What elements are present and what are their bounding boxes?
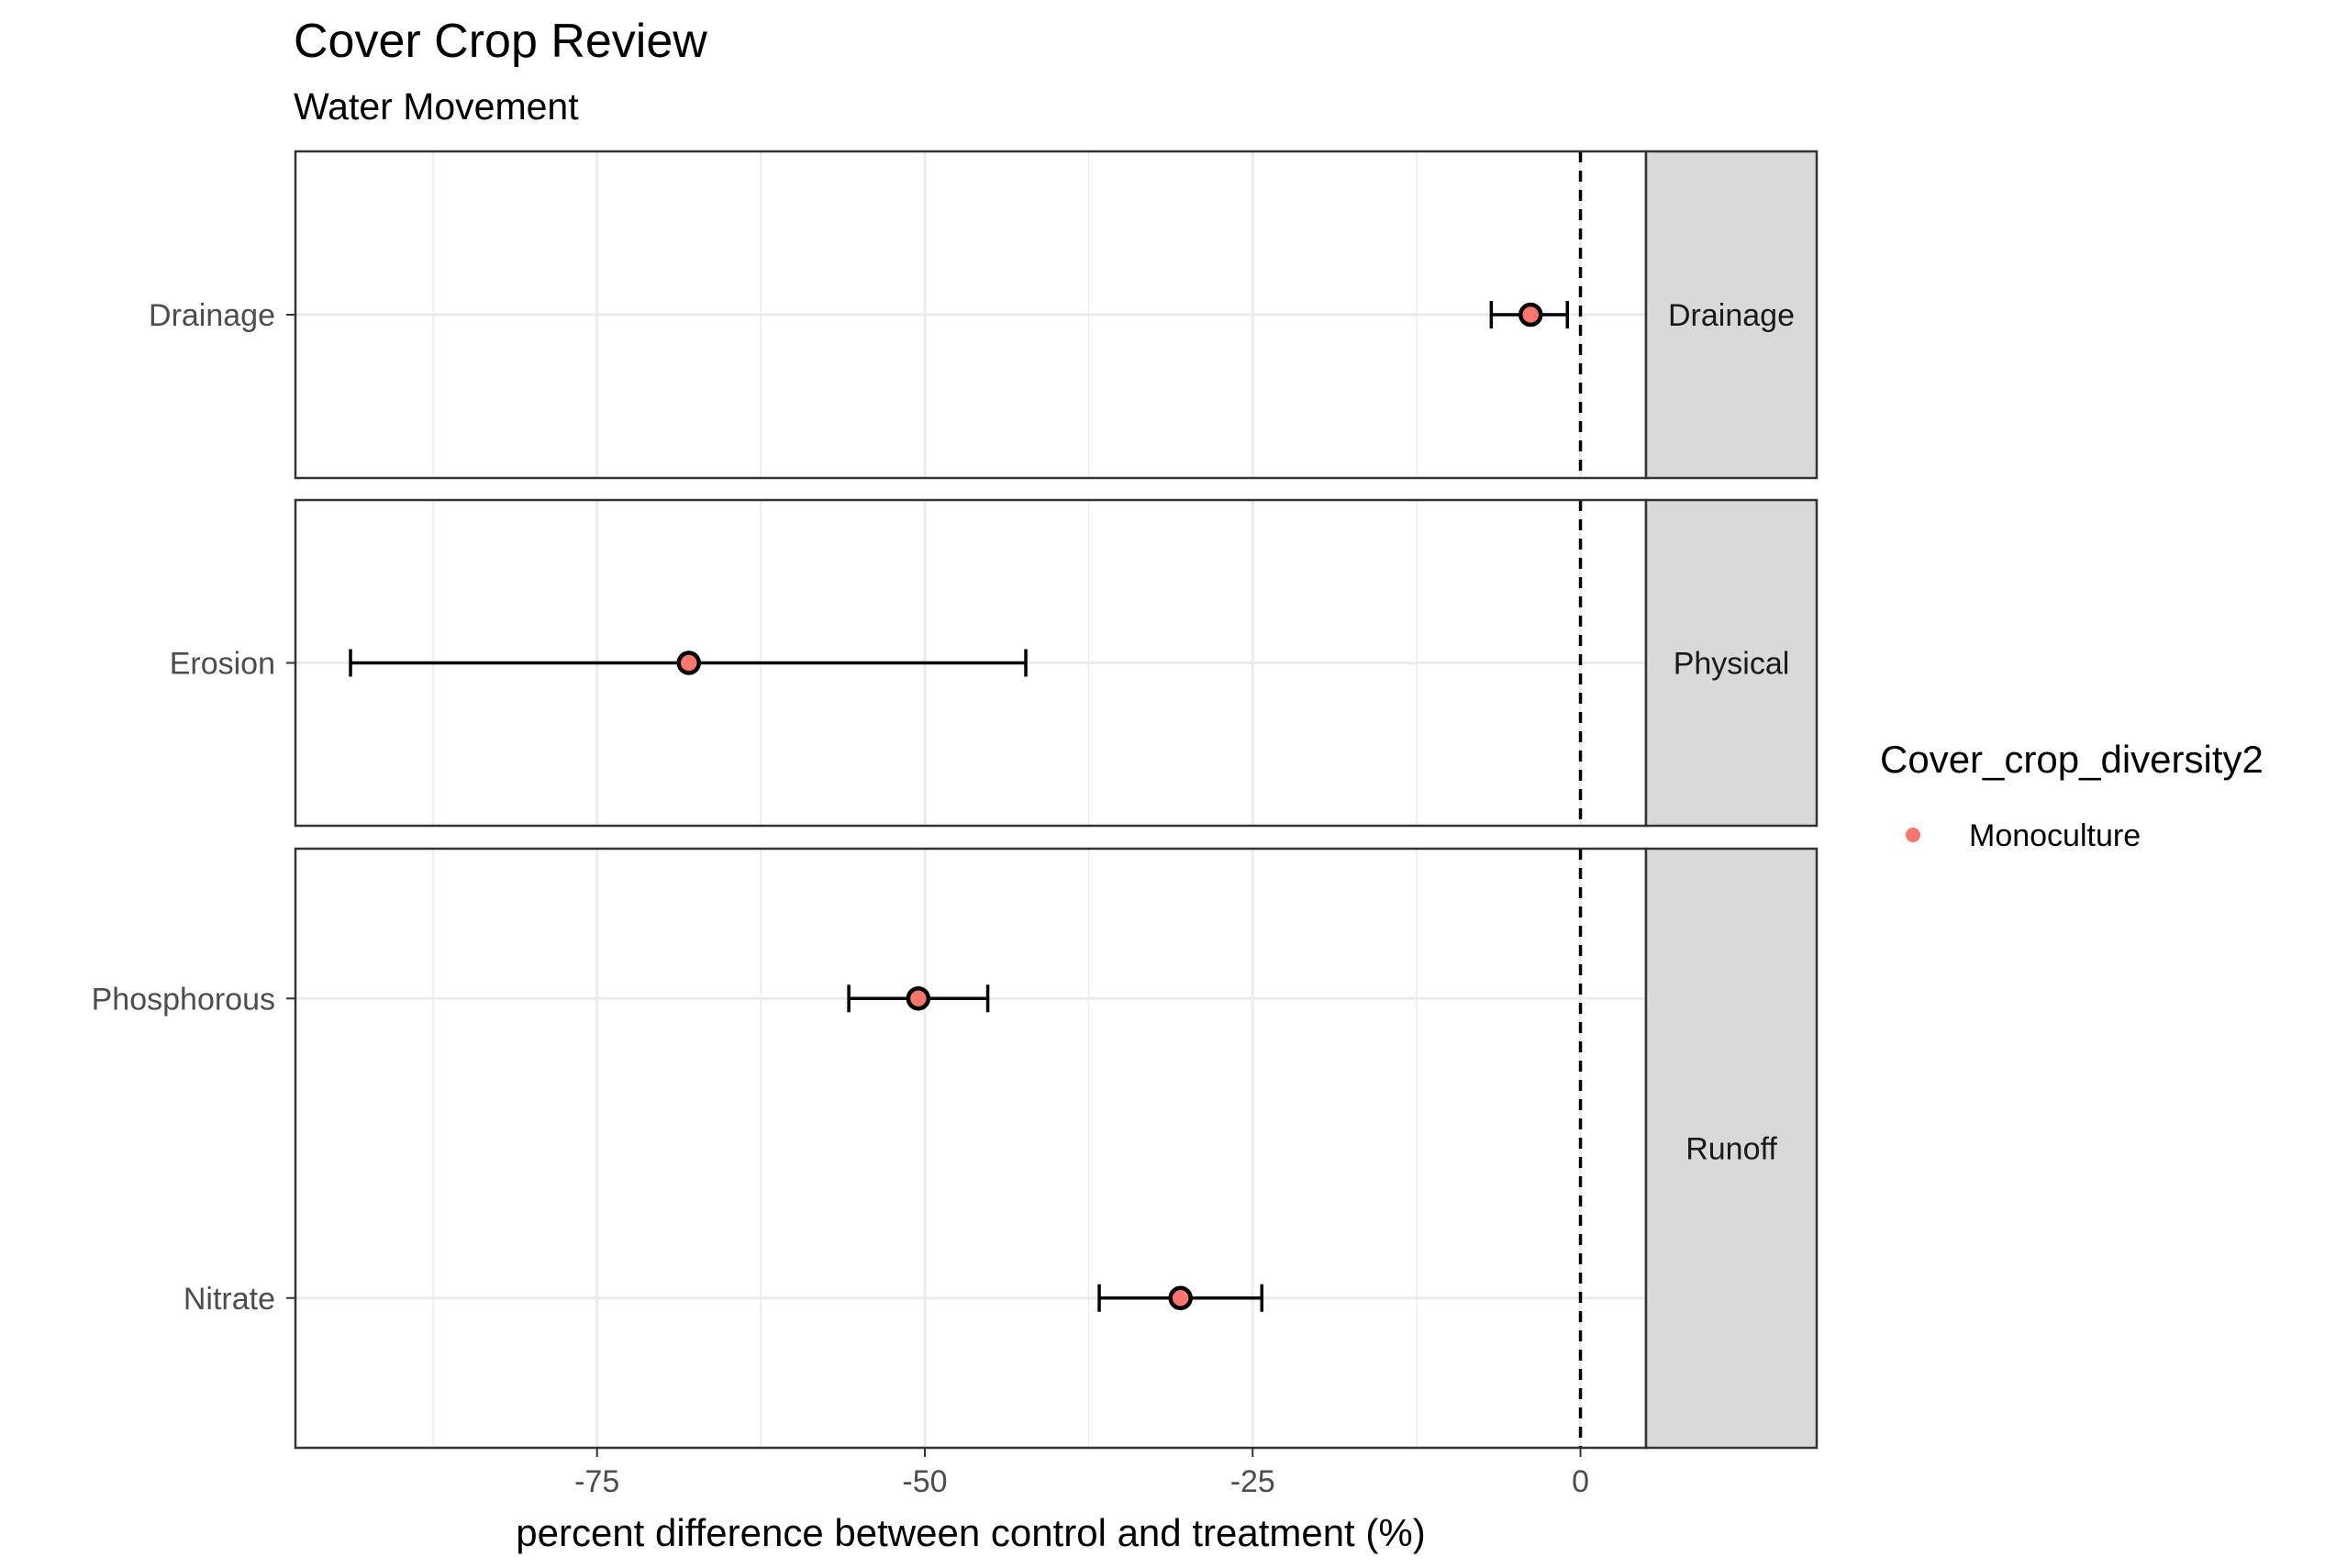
facet-strip: Physical [1644,498,1819,828]
data-point [906,986,931,1011]
legend-title: Cover_crop_diversity2 [1880,738,2264,781]
facet-panel-drainage: Drainage Drainage [149,150,1819,480]
legend-entries: Monoculture [1906,818,2141,853]
x-tick-label: -50 [902,1464,947,1499]
x-axis-title: percent difference between control and t… [516,1511,1425,1554]
data-point [1168,1285,1193,1310]
facet-panel-runoff: Phosphorous Nitrate Runoff [92,847,1819,1450]
facet-strip-background [1644,847,1819,1450]
chart-title: Cover Crop Review [294,15,707,68]
facet-strip-label: Drainage [1668,298,1795,333]
data-point [1518,302,1543,328]
y-tick-label: Erosion [170,647,275,682]
data-point [676,651,701,675]
y-tick-label: Drainage [149,298,275,333]
legend: Cover_crop_diversity2 Monoculture [1880,738,2264,853]
panels-layer: Drainage Drainage Erosion Physical Phosphoro… [92,150,1819,1450]
y-tick-label: Phosphorous [92,982,275,1017]
x-tick-label: -75 [574,1464,619,1499]
facet-strip: Runoff [1644,847,1819,1450]
legend-key-point [1906,828,1920,842]
facet-strip-label: Runoff [1685,1132,1777,1167]
facet-strip-label: Physical [1674,647,1790,682]
facet-strip-background [1644,150,1819,480]
x-axis: -75 -50 -25 0 [574,1448,1589,1499]
facet-panel-physical: Erosion Physical [170,498,1819,828]
chart-subtitle: Water Movement [294,85,579,128]
x-tick-label: 0 [1572,1464,1589,1499]
legend-label: Monoculture [1969,818,2141,853]
y-tick-label: Nitrate [184,1282,275,1317]
panel-border [294,847,1648,1450]
facet-strip-background [1644,498,1819,828]
facet-strip: Drainage [1644,150,1819,480]
x-tick-label: -25 [1230,1464,1275,1499]
